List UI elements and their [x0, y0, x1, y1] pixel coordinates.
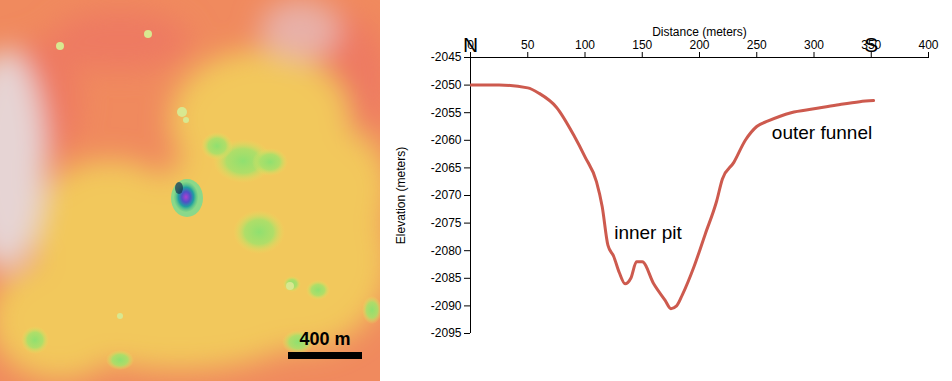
svg-text:-2070: -2070 [431, 188, 462, 202]
svg-text:Distance (meters): Distance (meters) [652, 25, 747, 39]
svg-text:200: 200 [689, 38, 709, 52]
svg-text:-2075: -2075 [431, 216, 462, 230]
svg-text:250: 250 [747, 38, 767, 52]
svg-text:-2050: -2050 [431, 78, 462, 92]
svg-text:N: N [463, 33, 478, 56]
svg-text:S: S [864, 33, 878, 56]
svg-text:inner pit: inner pit [614, 222, 682, 243]
svg-text:-2060: -2060 [431, 133, 462, 147]
svg-text:-2065: -2065 [431, 161, 462, 175]
svg-text:-2095: -2095 [431, 326, 462, 340]
svg-text:-2080: -2080 [431, 244, 462, 258]
svg-text:400 m: 400 m [299, 329, 350, 349]
svg-text:300: 300 [804, 38, 824, 52]
svg-text:outer funnel: outer funnel [772, 122, 872, 143]
svg-text:400: 400 [918, 38, 938, 52]
svg-text:Elevation (meters): Elevation (meters) [394, 147, 408, 244]
svg-text:50: 50 [521, 38, 535, 52]
svg-text:150: 150 [632, 38, 652, 52]
svg-text:-2090: -2090 [431, 299, 462, 313]
svg-text:-2045: -2045 [431, 50, 462, 64]
svg-text:-2085: -2085 [431, 271, 462, 285]
svg-text:-2055: -2055 [431, 106, 462, 120]
svg-text:100: 100 [575, 38, 595, 52]
